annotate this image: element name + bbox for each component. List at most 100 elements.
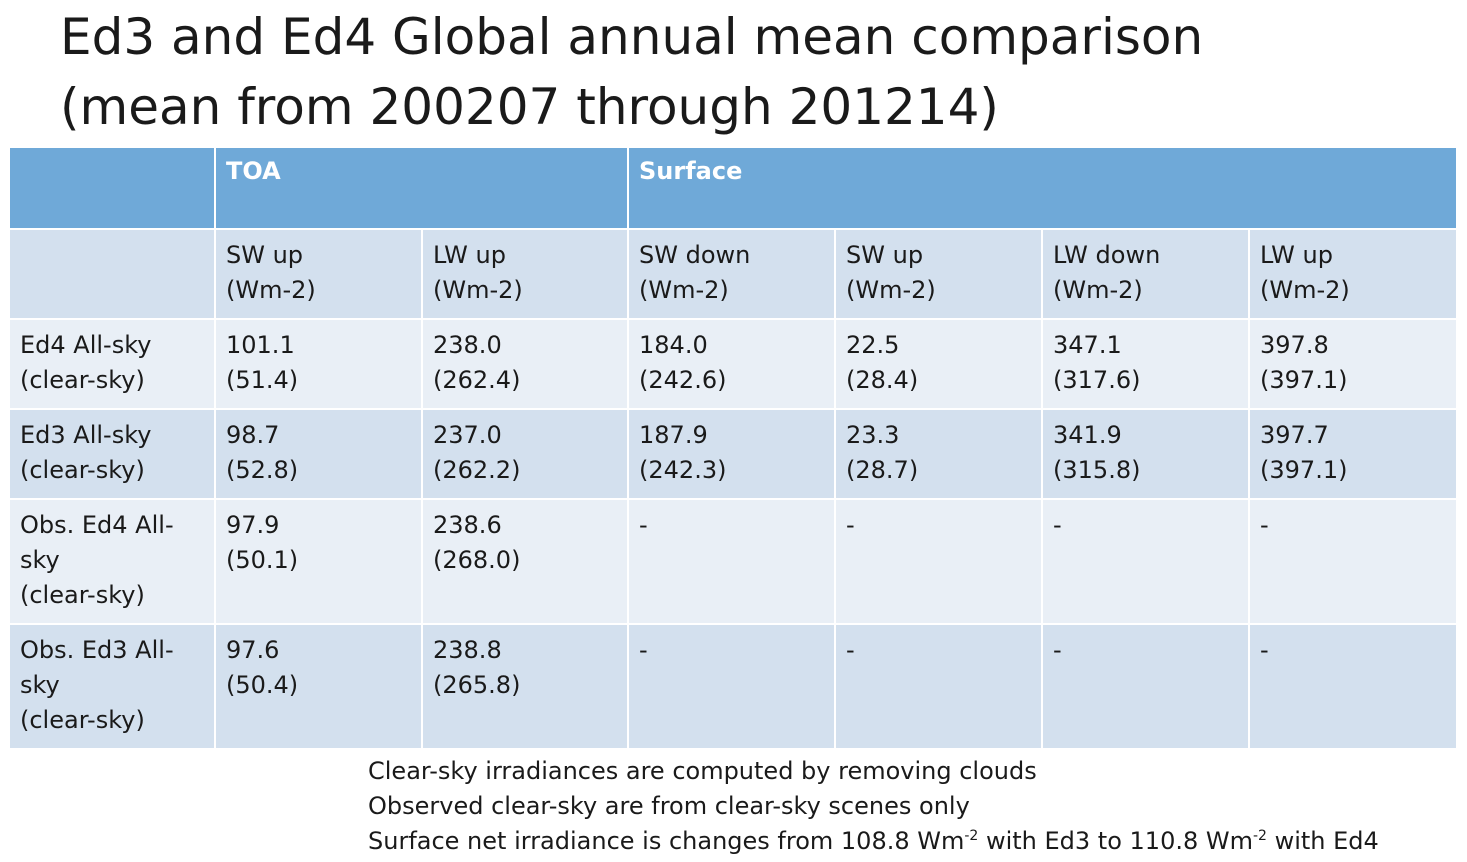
cell-value: 237.0: [433, 421, 502, 449]
table-cell: 397.7 (397.1): [1248, 408, 1459, 500]
cell-value: -: [1260, 636, 1269, 664]
cell-clear-sky-value: (268.0): [433, 546, 521, 574]
table-cell: 238.8 (265.8): [420, 623, 630, 750]
cell-value: 238.0: [433, 331, 502, 359]
table-cell: 101.1 (51.4): [214, 318, 423, 410]
row-label-line: (clear-sky): [20, 366, 145, 394]
table-cell: 397.8 (397.1): [1248, 318, 1459, 410]
cell-value: 397.8: [1260, 331, 1329, 359]
table-cell: 184.0 (242.6): [627, 318, 837, 410]
footnote-3-superscript-2: -2: [1252, 828, 1267, 844]
footnote-3-part-c: with Ed4: [1266, 827, 1379, 855]
table-cell: 238.0 (262.4): [420, 318, 630, 410]
table-cell: -: [834, 498, 1044, 625]
row-label-line: Obs. Ed3 All-: [20, 636, 174, 664]
cell-value: -: [639, 636, 648, 664]
cell-value: 347.1: [1053, 331, 1122, 359]
footnote-3-superscript-1: -2: [964, 828, 979, 844]
cell-clear-sky-value: (397.1): [1260, 456, 1348, 484]
column-header-unit: (Wm-2): [639, 276, 729, 304]
cell-value: 238.8: [433, 636, 502, 664]
footnote-2: Observed clear-sky are from clear-sky sc…: [368, 792, 970, 820]
table-cell: -: [627, 498, 837, 625]
cell-value: 184.0: [639, 331, 708, 359]
comparison-table: TOA Surface SW up (Wm-2) LW up (Wm-2) SW dow…: [8, 146, 1459, 750]
row-label-line: sky: [20, 546, 60, 574]
row-label-line: Obs. Ed4 All-: [20, 511, 174, 539]
column-header-empty: [8, 228, 216, 320]
cell-value: 98.7: [226, 421, 280, 449]
table-cell: 187.9 (242.3): [627, 408, 837, 500]
table-cell: 237.0 (262.2): [420, 408, 630, 500]
cell-value: 23.3: [846, 421, 900, 449]
cell-clear-sky-value: (317.6): [1053, 366, 1141, 394]
cell-clear-sky-value: (28.7): [846, 456, 919, 484]
cell-value: -: [1053, 511, 1062, 539]
column-header: LW down (Wm-2): [1041, 228, 1251, 320]
column-header-row: SW up (Wm-2) LW up (Wm-2) SW down (Wm-2) SW up…: [8, 228, 1459, 320]
footnote-3-part-a: Surface net irradiance is changes from 1…: [368, 827, 965, 855]
slide-title: Ed3 and Ed4 Global annual mean compariso…: [60, 2, 1203, 142]
row-label-line: (clear-sky): [20, 456, 145, 484]
cell-value: 397.7: [1260, 421, 1329, 449]
column-header-name: SW down: [639, 241, 751, 269]
column-header-unit: (Wm-2): [226, 276, 316, 304]
cell-value: -: [846, 636, 855, 664]
row-label-line: sky: [20, 671, 60, 699]
cell-clear-sky-value: (52.8): [226, 456, 299, 484]
cell-clear-sky-value: (397.1): [1260, 366, 1348, 394]
row-label-line: Ed4 All-sky: [20, 331, 152, 359]
table-cell: -: [1041, 623, 1251, 750]
row-label: Ed4 All-sky (clear-sky): [8, 318, 216, 410]
group-header-row: TOA Surface: [8, 146, 1459, 230]
cell-value: -: [639, 511, 648, 539]
table-cell: -: [1248, 498, 1459, 625]
cell-clear-sky-value: (50.1): [226, 546, 299, 574]
table-cell: 97.9 (50.1): [214, 498, 423, 625]
table-cell: 341.9 (315.8): [1041, 408, 1251, 500]
table-cell: 23.3 (28.7): [834, 408, 1044, 500]
table-cell: -: [1248, 623, 1459, 750]
cell-value: -: [1260, 511, 1269, 539]
cell-value: 101.1: [226, 331, 295, 359]
column-header: SW down (Wm-2): [627, 228, 837, 320]
cell-value: 22.5: [846, 331, 900, 359]
footnotes: Clear-sky irradiances are computed by re…: [368, 754, 1379, 859]
table-cell: 238.6 (268.0): [420, 498, 630, 625]
cell-clear-sky-value: (50.4): [226, 671, 299, 699]
footnote-3: Surface net irradiance is changes from 1…: [368, 824, 1379, 859]
cell-value: 97.6: [226, 636, 280, 664]
cell-value: 341.9: [1053, 421, 1122, 449]
row-label-line: (clear-sky): [20, 581, 145, 609]
column-header-unit: (Wm-2): [1260, 276, 1350, 304]
cell-clear-sky-value: (315.8): [1053, 456, 1141, 484]
cell-value: -: [1053, 636, 1062, 664]
cell-clear-sky-value: (262.4): [433, 366, 521, 394]
table-row: Obs. Ed4 All-sky (clear-sky) 97.9 (50.1) 238…: [8, 498, 1459, 625]
table-row: Obs. Ed3 All-sky (clear-sky) 97.6 (50.4) 238…: [8, 623, 1459, 750]
table-row: Ed4 All-sky (clear-sky) 101.1 (51.4) 238.0 (2…: [8, 318, 1459, 410]
row-label-line: Ed3 All-sky: [20, 421, 152, 449]
row-label-line: (clear-sky): [20, 706, 145, 734]
table-cell: 97.6 (50.4): [214, 623, 423, 750]
table-cell: -: [834, 623, 1044, 750]
column-header: SW up (Wm-2): [214, 228, 423, 320]
cell-clear-sky-value: (51.4): [226, 366, 299, 394]
cell-value: -: [846, 511, 855, 539]
group-header-toa: TOA: [213, 146, 630, 230]
cell-value: 238.6: [433, 511, 502, 539]
column-header-name: SW up: [846, 241, 924, 269]
footnote-3-part-b: with Ed3 to 110.8 Wm: [978, 827, 1253, 855]
cell-clear-sky-value: (242.6): [639, 366, 727, 394]
table-row: Ed3 All-sky (clear-sky) 98.7 (52.8) 237.0 (26…: [8, 408, 1459, 500]
column-header-name: LW down: [1053, 241, 1161, 269]
cell-clear-sky-value: (242.3): [639, 456, 727, 484]
table-cell: 347.1 (317.6): [1041, 318, 1251, 410]
cell-clear-sky-value: (28.4): [846, 366, 919, 394]
group-header-empty: [8, 146, 216, 230]
slide-title-line-1: Ed3 and Ed4 Global annual mean compariso…: [60, 8, 1204, 66]
table-cell: 22.5 (28.4): [834, 318, 1044, 410]
cell-value: 187.9: [639, 421, 708, 449]
footnote-1: Clear-sky irradiances are computed by re…: [368, 757, 1037, 785]
cell-clear-sky-value: (262.2): [433, 456, 521, 484]
